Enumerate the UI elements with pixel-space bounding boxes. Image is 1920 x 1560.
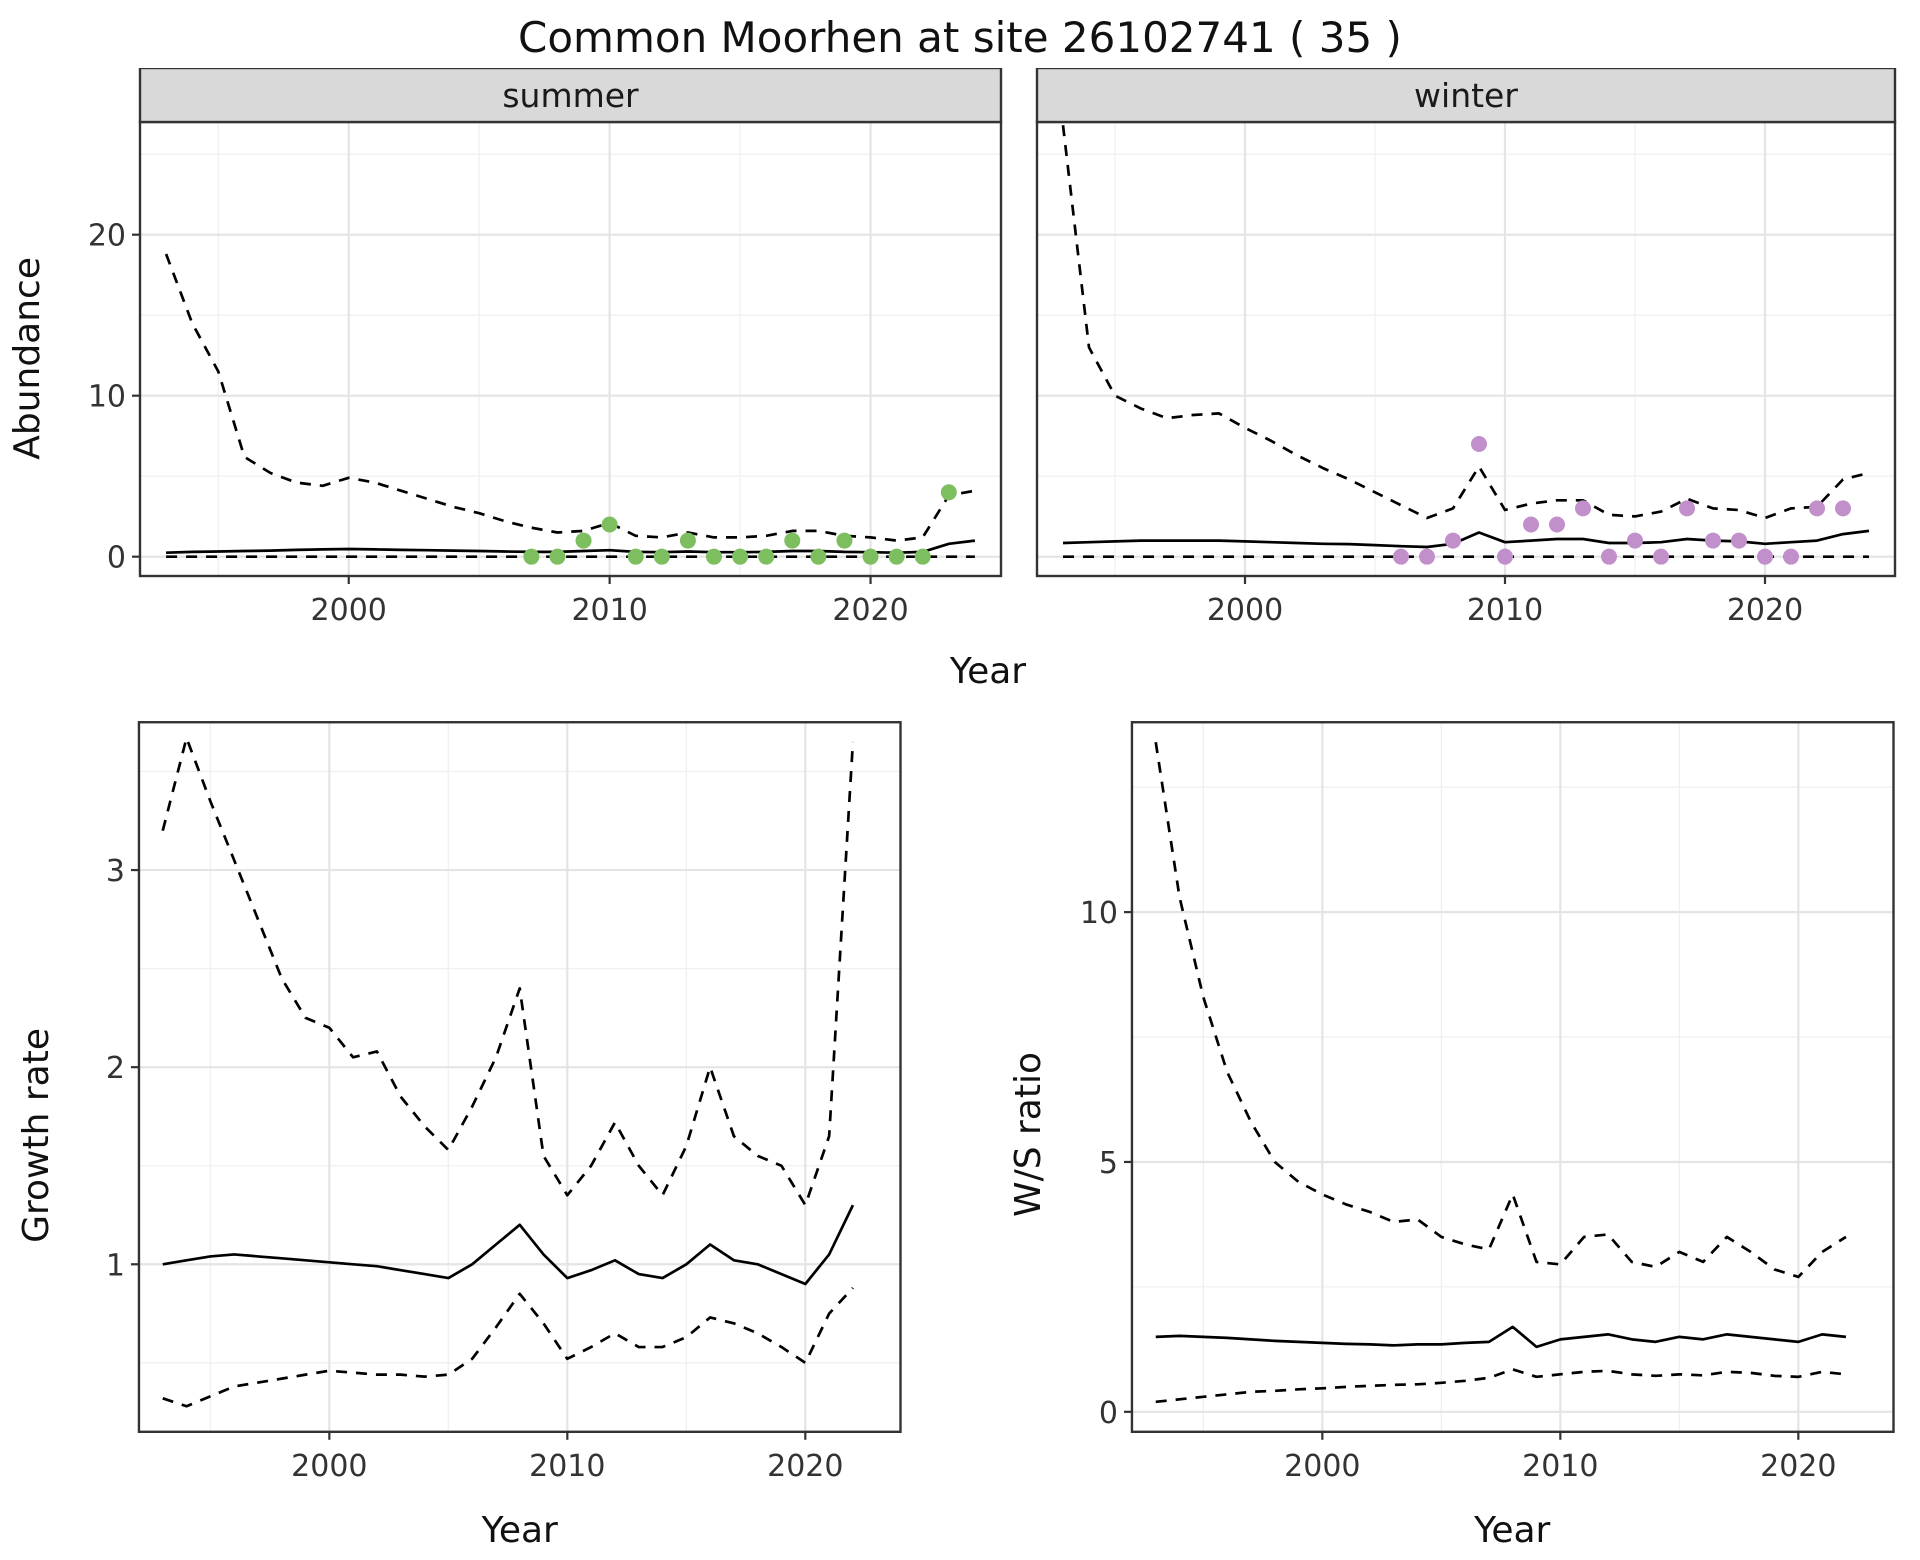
y-tick-label: 20 [88,219,126,254]
facet-strip-label: summer [502,76,639,115]
y-tick-label: 0 [1098,1396,1117,1431]
growth-rate-panel: 2000 2010 2020 1 2 3 [106,721,902,1484]
ws-plot-main: 2000 2010 2020 0 5 10 Year [1057,712,1899,1558]
x-tick-label: 2010 [571,593,647,628]
growth-y-axis-title-text: Growth rate [15,1027,57,1243]
axis-ticks: 2000 2010 2020 0 5 10 [1079,896,1836,1484]
growth-y-axis-title: Growth rate [8,712,64,1558]
axis-ticks: 2000 2010 2020 [1207,576,1803,628]
series-lower-ci [162,1286,854,1408]
gridlines [1131,722,1894,1432]
panel-background [138,722,901,1432]
ws-x-axis-title: Year [1474,1510,1551,1551]
bottom-charts-row: Growth rate 2000 2010 2020 1 2 3 Year W/S rat… [0,712,1920,1558]
ws-ratio-chart: W/S ratio 2000 2010 2020 0 5 10 Year [1001,712,1899,1558]
x-tick-label: 2000 [1207,593,1283,628]
series-upper-ci [164,253,976,542]
y-tick-label: 3 [106,854,125,889]
axis-ticks: 2000 2010 2020 1 2 3 [106,854,844,1484]
panel-background [140,122,1001,576]
panel-border [1130,721,1895,1434]
x-tick-label: 2000 [291,1449,367,1484]
facet-strip: summer [138,68,1003,124]
x-tick-label: 2000 [311,593,387,628]
series-lower-ci [1155,1367,1846,1404]
y-tick-label: 0 [107,541,126,576]
series-observations [523,484,957,565]
gridlines [138,722,901,1432]
series-observations [1393,435,1851,565]
y-tick-label: 10 [1079,896,1117,931]
series-upper-ci [1153,742,1847,1279]
panel-background [1037,122,1895,576]
growth-plot-main: 2000 2010 2020 1 2 3 Year [64,712,906,1558]
chart-title: Common Moorhen at site 26102741 ( 35 ) [518,13,1402,62]
axis-ticks: 2000 2010 2020 0 10 20 [88,219,909,628]
gridlines [140,122,1002,576]
x-tick-label: 2020 [767,1449,843,1484]
abundance-y-axis-title: Abundance [0,68,55,648]
series-mean [1155,1325,1846,1349]
panel-background [1131,722,1894,1432]
x-tick-label: 2020 [1760,1449,1836,1484]
x-tick-label: 2010 [1467,593,1543,628]
series-upper-ci [1061,125,1870,520]
growth-rate-chart: Growth rate 2000 2010 2020 1 2 3 Year [8,712,906,1558]
abundance-panels: summer 2000 2010 2020 0 10 20 winter 2000 2010 20… [55,68,1898,648]
x-tick-label: 2020 [1727,593,1803,628]
y-tick-label: 2 [106,1051,125,1086]
y-tick-label: 5 [1098,1146,1117,1181]
series-upper-ci [161,736,855,1207]
ws-y-axis-title: W/S ratio [1001,712,1057,1558]
x-tick-label: 2000 [1284,1449,1360,1484]
series-mean [162,1204,855,1286]
abundance-y-axis-title-text: Abundance [7,256,48,460]
abundance-winter-panel: winter 2000 2010 2020 [1035,68,1897,628]
x-tick-label: 2020 [832,593,908,628]
facet-strip: winter [1035,68,1897,124]
ws-ratio-panel: 2000 2010 2020 0 5 10 [1079,721,1895,1484]
series-mean [166,539,976,555]
y-tick-label: 1 [106,1248,125,1283]
abundance-summer-panel: summer 2000 2010 2020 0 10 20 [88,68,1003,628]
growth-x-axis-title: Year [481,1510,558,1551]
abundance-facet-chart: Abundance summer 2000 2010 2020 0 10 20 winter… [0,68,1920,648]
ws-y-axis-title-text: W/S ratio [1008,1052,1049,1218]
facet-strip-label: winter [1414,76,1518,115]
x-tick-label: 2010 [529,1449,605,1484]
x-tick-label: 2010 [1522,1449,1598,1484]
abundance-x-axis-title: Year [949,651,1027,692]
y-tick-label: 10 [88,380,126,415]
panel-border [137,721,902,1434]
